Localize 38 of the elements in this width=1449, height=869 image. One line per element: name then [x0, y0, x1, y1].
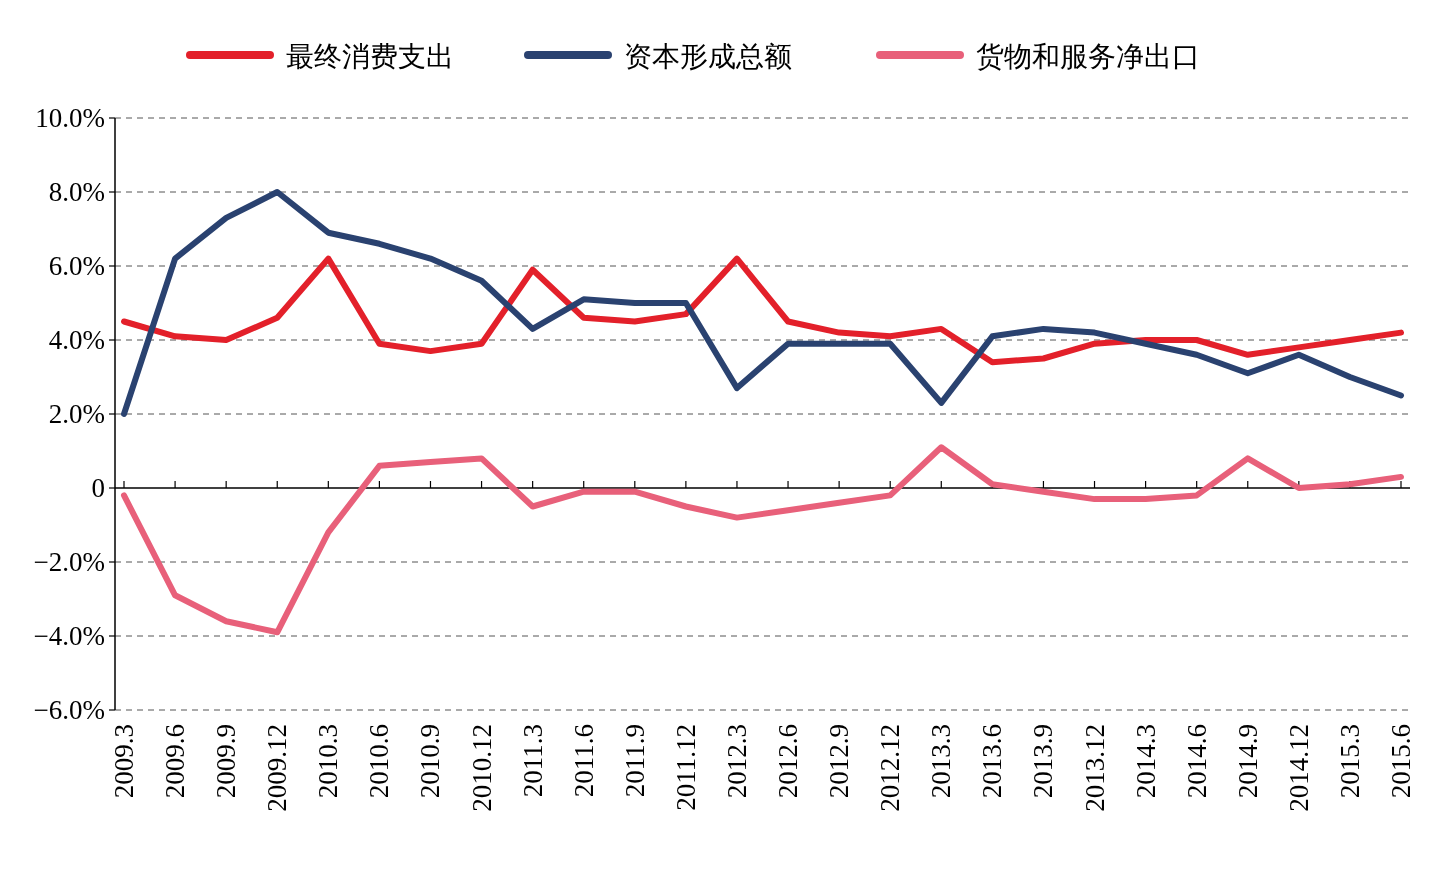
x-tick-label: 2010.9: [415, 724, 446, 799]
x-tick-label: 2012.12: [875, 724, 906, 812]
x-tick-label: 2011.12: [670, 724, 701, 811]
x-tick-label: 2014.9: [1232, 724, 1263, 799]
x-tick-label: 2015.3: [1334, 724, 1365, 799]
x-tick-label: 2010.12: [466, 724, 497, 812]
x-tick-label: 2011.3: [517, 724, 548, 798]
x-tick-label: 2009.12: [262, 724, 293, 812]
y-tick-label: 10.0%: [35, 103, 105, 133]
x-tick-label: 2011.6: [568, 724, 599, 798]
legend-label: 货物和服务净出口: [976, 41, 1200, 72]
x-tick-label: 2013.12: [1079, 724, 1110, 812]
x-tick-label: 2009.3: [109, 724, 139, 799]
x-tick-label: 2013.6: [977, 724, 1008, 799]
x-tick-label: 2012.9: [824, 724, 855, 799]
y-tick-label: 4.0%: [48, 325, 105, 355]
y-tick-label: −6.0%: [33, 695, 105, 725]
x-tick-label: 2014.3: [1130, 724, 1161, 799]
x-tick-label: 2010.3: [313, 724, 344, 799]
x-tick-label: 2013.3: [926, 724, 957, 799]
x-tick-label: 2012.6: [773, 724, 804, 799]
y-tick-label: −4.0%: [33, 621, 105, 651]
x-tick-label: 2015.6: [1386, 724, 1416, 799]
y-tick-label: −2.0%: [33, 547, 105, 577]
y-tick-label: 6.0%: [48, 251, 105, 281]
y-tick-label: 2.0%: [48, 399, 105, 429]
x-tick-label: 2009.6: [160, 724, 191, 799]
x-tick-label: 2014.12: [1283, 724, 1314, 812]
x-tick-label: 2013.9: [1028, 724, 1059, 799]
legend-label: 最终消费支出: [286, 41, 454, 72]
x-tick-label: 2011.9: [619, 724, 650, 798]
x-tick-label: 2014.6: [1181, 724, 1212, 799]
x-tick-label: 2009.9: [211, 724, 242, 799]
x-tick-label: 2010.6: [364, 724, 395, 799]
legend-label: 资本形成总额: [624, 41, 792, 72]
y-tick-label: 8.0%: [48, 177, 105, 207]
x-tick-label: 2012.3: [721, 724, 752, 799]
y-tick-label: 0: [91, 473, 105, 503]
